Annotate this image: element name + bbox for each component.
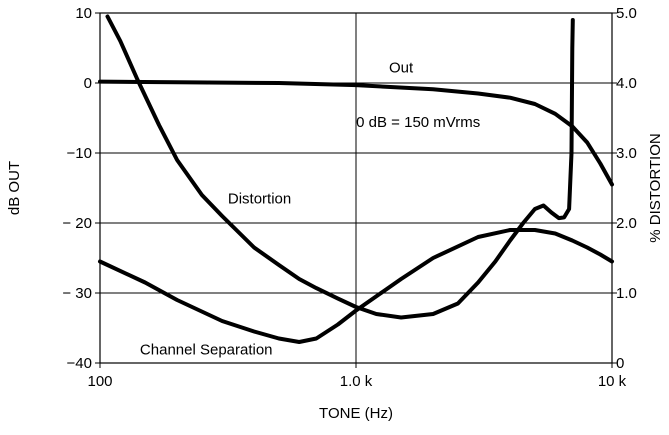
annotation-label: Out — [389, 60, 414, 77]
y-tick-label: 10 — [75, 5, 92, 22]
series-layer — [98, 14, 614, 344]
grid-lines — [95, 12, 617, 368]
y-tick-label: 0 — [84, 75, 92, 92]
y-tick-label: − 20 — [62, 215, 92, 232]
series-line-out — [98, 79, 614, 187]
series-line-channel-separation — [98, 228, 614, 344]
y2-axis-title: % DISTORTION — [647, 133, 664, 242]
y-axis-title: dB OUT — [6, 161, 23, 215]
y2-tick-label: 5.0 — [616, 5, 637, 22]
annotations: Out 0 dB = 150 mVrms Distortion Channel Sep… — [140, 60, 480, 359]
x-tick-label: 1.0 k — [340, 373, 373, 390]
y-tick-label: − 30 — [62, 285, 92, 302]
x-axis-title: TONE (Hz) — [319, 405, 393, 422]
y-tick-label: −10 — [67, 145, 92, 162]
plot-frame — [99, 12, 613, 364]
y2-tick-label: 3.0 — [616, 145, 637, 162]
series-line-distortion — [105, 14, 575, 320]
y2-tick-label: 0 — [616, 355, 624, 372]
annotation-label: 0 dB = 150 mVrms — [356, 114, 480, 131]
y-tick-label: −40 — [67, 355, 92, 372]
annotation-label: Distortion — [228, 190, 291, 207]
x-tick-label: 100 — [87, 373, 112, 390]
y2-tick-label: 1.0 — [616, 285, 637, 302]
y2-tick-label: 4.0 — [616, 75, 637, 92]
x-tick-label: 10 k — [598, 373, 627, 390]
annotation-label: Channel Separation — [140, 342, 273, 359]
y2-tick-label: 2.0 — [616, 215, 637, 232]
